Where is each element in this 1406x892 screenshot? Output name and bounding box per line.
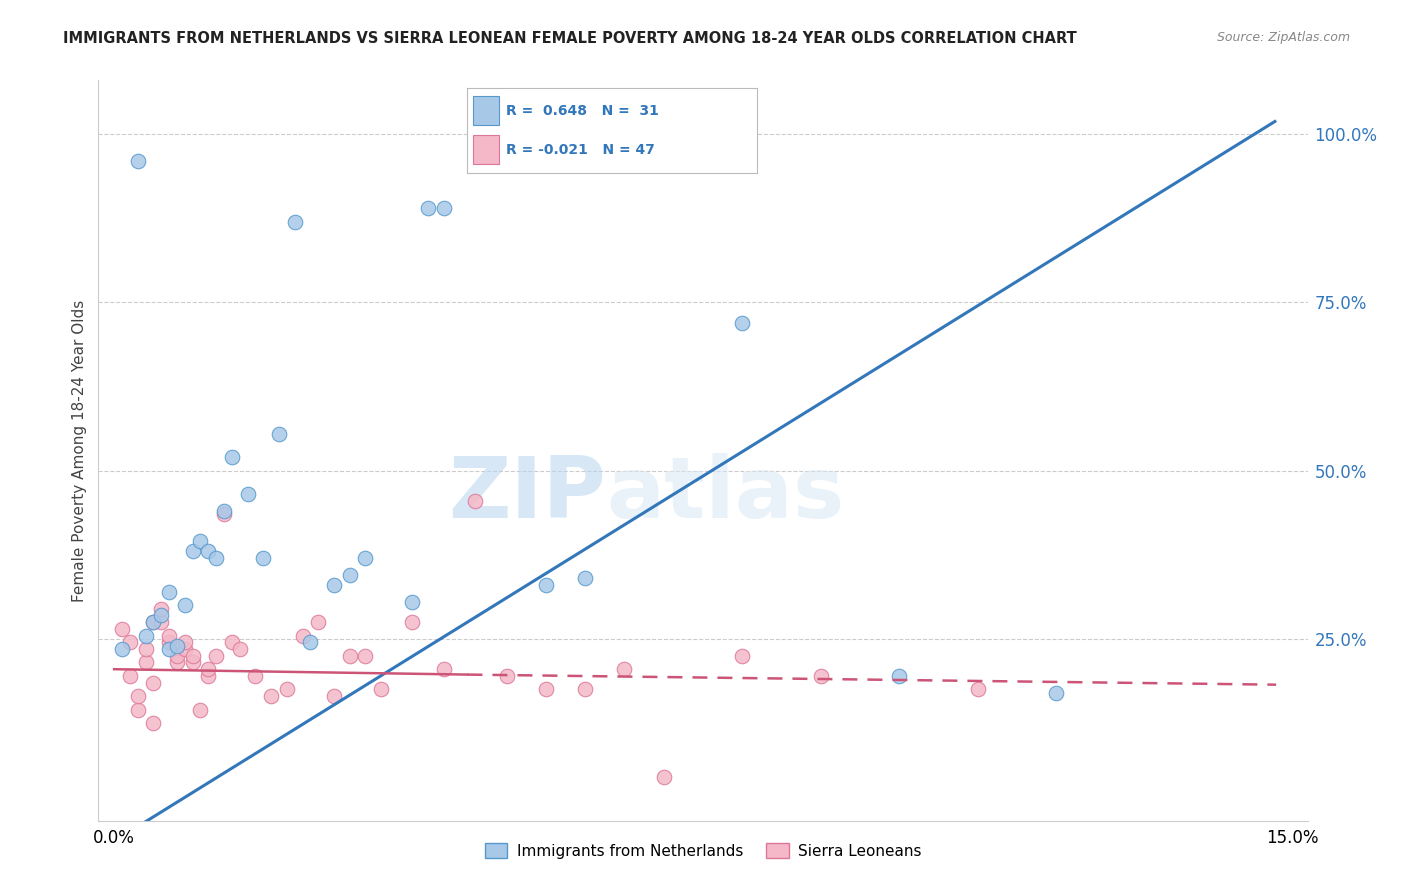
Point xyxy=(401,615,423,629)
Point xyxy=(966,682,988,697)
Point xyxy=(574,571,596,585)
Point xyxy=(205,648,228,663)
Y-axis label: Female Poverty Among 18-24 Year Olds: Female Poverty Among 18-24 Year Olds xyxy=(72,300,87,601)
Point xyxy=(181,544,204,558)
Point xyxy=(221,635,243,649)
Point xyxy=(190,534,212,549)
Point xyxy=(118,669,141,683)
Point xyxy=(339,568,361,582)
Point xyxy=(433,201,456,215)
Point xyxy=(135,656,157,670)
Point xyxy=(205,551,228,566)
Point xyxy=(135,629,157,643)
Point xyxy=(574,682,596,697)
Point xyxy=(267,426,290,441)
Point xyxy=(181,656,204,670)
Point xyxy=(173,642,195,657)
Point xyxy=(111,622,134,636)
Point xyxy=(127,154,149,169)
Point xyxy=(236,487,259,501)
Legend: Immigrants from Netherlands, Sierra Leoneans: Immigrants from Netherlands, Sierra Leon… xyxy=(478,837,928,865)
Point xyxy=(118,635,141,649)
Point xyxy=(173,599,195,613)
Point xyxy=(166,648,188,663)
Point xyxy=(197,544,219,558)
Point xyxy=(157,642,180,657)
Point xyxy=(157,629,180,643)
Point xyxy=(150,615,173,629)
Point xyxy=(127,703,149,717)
Point xyxy=(731,316,754,330)
Point xyxy=(190,703,212,717)
Point xyxy=(418,201,440,215)
Point xyxy=(534,682,557,697)
Point xyxy=(731,648,754,663)
Point xyxy=(291,629,314,643)
Text: atlas: atlas xyxy=(606,453,845,536)
Point xyxy=(276,682,298,697)
Text: Source: ZipAtlas.com: Source: ZipAtlas.com xyxy=(1216,31,1350,45)
Point xyxy=(810,669,832,683)
Point xyxy=(889,669,911,683)
Point xyxy=(229,642,252,657)
Point xyxy=(212,508,235,522)
Point xyxy=(181,648,204,663)
Point xyxy=(354,551,377,566)
Point xyxy=(197,669,219,683)
Point xyxy=(212,504,235,518)
Point xyxy=(401,595,423,609)
Point xyxy=(354,648,377,663)
Point xyxy=(197,662,219,676)
Point xyxy=(299,635,322,649)
Point xyxy=(534,578,557,592)
Point xyxy=(142,615,165,629)
Point xyxy=(307,615,329,629)
Point xyxy=(1045,686,1067,700)
Point xyxy=(260,689,283,703)
Point xyxy=(142,675,165,690)
Text: ZIP: ZIP xyxy=(449,453,606,536)
Point xyxy=(166,656,188,670)
Point xyxy=(135,642,157,657)
Point xyxy=(284,214,307,228)
Point xyxy=(433,662,456,676)
Point xyxy=(127,689,149,703)
Point xyxy=(323,689,346,703)
Point xyxy=(252,551,274,566)
Point xyxy=(339,648,361,663)
Text: IMMIGRANTS FROM NETHERLANDS VS SIERRA LEONEAN FEMALE POVERTY AMONG 18-24 YEAR OL: IMMIGRANTS FROM NETHERLANDS VS SIERRA LE… xyxy=(63,31,1077,46)
Point xyxy=(173,635,195,649)
Point xyxy=(157,635,180,649)
Point xyxy=(370,682,392,697)
Point xyxy=(464,494,486,508)
Point xyxy=(157,584,180,599)
Point xyxy=(142,615,165,629)
Point xyxy=(221,450,243,465)
Point xyxy=(652,770,675,784)
Point xyxy=(613,662,636,676)
Point xyxy=(245,669,267,683)
Point xyxy=(150,601,173,615)
Point xyxy=(150,608,173,623)
Point xyxy=(111,642,134,657)
Point xyxy=(495,669,517,683)
Point xyxy=(166,639,188,653)
Point xyxy=(142,716,165,731)
Point xyxy=(323,578,346,592)
